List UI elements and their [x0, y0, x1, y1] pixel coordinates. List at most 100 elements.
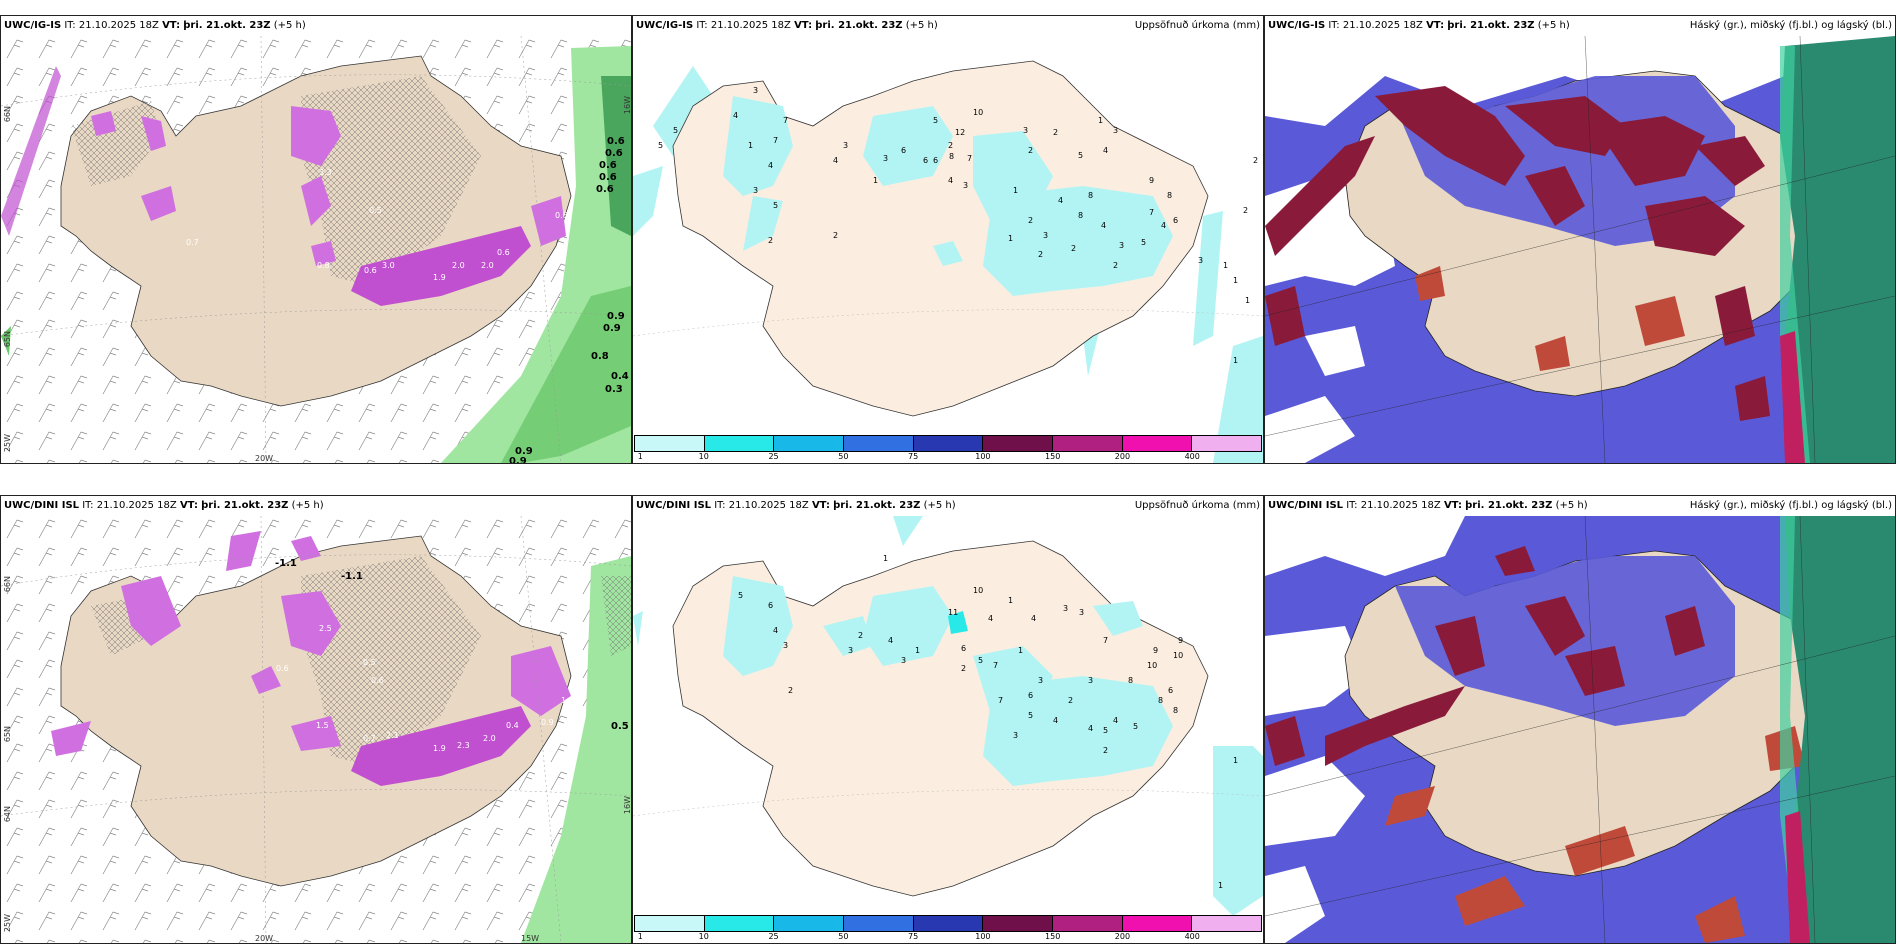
map-value: 1: [873, 176, 879, 185]
map-value: 7: [998, 696, 1004, 705]
map-value: 3.0: [382, 261, 395, 270]
cloud-low: [1325, 686, 1465, 766]
map-value: 1: [883, 554, 889, 563]
map-value: 10: [973, 108, 984, 117]
map-value: 0.8: [317, 261, 330, 270]
map-value: 0.6: [605, 148, 623, 159]
map-value: 3: [1013, 731, 1019, 740]
lat-label: 66N: [3, 576, 12, 593]
map-value: 1: [1245, 296, 1251, 305]
lead-time: (+5 h): [923, 500, 956, 511]
map-value: 2: [1068, 696, 1074, 705]
colorbar-swatch: [635, 436, 705, 451]
colorbar-tick: 200: [1114, 452, 1131, 461]
map-value: 5: [1103, 726, 1109, 735]
colorbar-tick: 100: [975, 452, 991, 461]
it-label: IT:: [1328, 20, 1340, 31]
lead-time: (+5 h): [273, 20, 306, 31]
colorbar-swatch: [1122, 916, 1193, 931]
colorbar-swatch: [1192, 916, 1262, 931]
panel-dini-precip: UWC/DINI ISL IT: 21.10.2025 18Z VT: þri.…: [632, 495, 1264, 944]
map-value: 2.5: [319, 624, 332, 633]
map-value: 2: [948, 141, 954, 150]
map-value: 1: [1233, 356, 1239, 365]
cloud-high: [1785, 516, 1895, 943]
map-area: [1, 516, 631, 943]
map-value: 1.9: [433, 744, 446, 753]
model-name: UWC/DINI ISL: [4, 500, 80, 511]
map-value: 0.9: [603, 323, 621, 334]
map-value: 0.5: [369, 206, 382, 215]
map-area: [1265, 36, 1895, 463]
map-value: 1: [1233, 756, 1239, 765]
colorbar-swatch: [983, 916, 1054, 931]
colorbar-swatch: [844, 916, 914, 931]
map-svg: [1265, 36, 1895, 463]
map-value: 8: [1167, 191, 1173, 200]
colorbar-ticks: 1 10 25 50 75 100 150 200 400: [634, 452, 1262, 461]
map-value: 1: [1008, 234, 1014, 243]
lon-label: 15W: [521, 934, 540, 943]
map-value: 0.9: [509, 456, 527, 464]
map-value: 12: [955, 128, 966, 137]
vt-value: þri. 21.okt. 23Z: [833, 500, 921, 511]
map-value: 5: [673, 126, 679, 135]
map-value: 4: [1053, 716, 1059, 725]
colorbar-tick: 100: [975, 932, 991, 941]
it-value: 21.10.2025 18Z: [1360, 500, 1441, 511]
map-value: 4: [1088, 724, 1094, 733]
lat-label: 64N: [3, 806, 12, 823]
map-value: 3: [1119, 241, 1125, 250]
map-value: 0.6: [599, 160, 617, 171]
map-value: 2.3: [457, 741, 470, 750]
panel-title: Háský (gr.), miðský (fj.bl.) og lágský (…: [1689, 500, 1892, 511]
lead-time: (+5 h): [905, 20, 938, 31]
it-value: 21.10.2025 18Z: [78, 20, 159, 31]
map-value: 8: [1088, 191, 1094, 200]
map-value: 7: [1103, 636, 1109, 645]
colorbar-tick: 150: [1045, 452, 1061, 461]
lat-label: 66N: [3, 106, 12, 123]
vt-value: þri. 21.okt. 23Z: [183, 20, 271, 31]
panel-header: UWC/DINI ISL IT: 21.10.2025 18Z VT: þri.…: [633, 496, 1263, 516]
map-value: 0.9: [515, 446, 533, 457]
colorbar-ticks: 1 10 25 50 75 100 150 200 400: [634, 932, 1262, 941]
it-value: 21.10.2025 18Z: [728, 500, 809, 511]
map-value: 3: [1113, 126, 1119, 135]
map-value: 4: [1058, 196, 1064, 205]
map-value: 9: [1153, 646, 1159, 655]
map-value: 0.5: [611, 721, 629, 732]
precip-magenta: [351, 226, 531, 306]
map-value: 6: [901, 146, 907, 155]
map-value: 0.7: [363, 734, 376, 743]
colorbar-tick: 25: [768, 452, 779, 461]
model-name: UWC/IG-IS: [636, 20, 694, 31]
vt-value: þri. 21.okt. 23Z: [1465, 500, 1553, 511]
colorbar-tick: 200: [1114, 932, 1131, 941]
map-value: 0.4: [611, 371, 629, 382]
map-value: 1: [1218, 881, 1224, 890]
map-value: 1: [1223, 261, 1229, 270]
colorbar-tick: 1: [637, 932, 643, 941]
map-value: 3: [783, 641, 789, 650]
lat-label: 65N: [3, 331, 12, 348]
iceland-landmass: [672, 60, 1209, 417]
colorbar: 1 10 25 50 75 100 150 200 400: [634, 915, 1262, 941]
map-value: 2: [1038, 250, 1044, 259]
it-value: 21.10.2025 18Z: [710, 20, 791, 31]
lat-label: 25W: [3, 914, 12, 933]
colorbar-tick: 50: [838, 452, 849, 461]
colorbar-swatch: [704, 436, 775, 451]
vt-label: VT:: [1443, 500, 1462, 511]
lon-label: 20W: [255, 454, 274, 463]
map-value: 1: [748, 141, 754, 150]
it-label: IT:: [696, 20, 708, 31]
map-value: 0.6: [607, 136, 625, 147]
map-value: 6: [1168, 686, 1174, 695]
map-value: 4: [1103, 146, 1109, 155]
map-value: 3: [901, 656, 907, 665]
map-value: 5: [933, 116, 939, 125]
map-value: 3: [848, 646, 854, 655]
map-area: [1265, 516, 1895, 943]
map-value: 4: [733, 111, 739, 120]
